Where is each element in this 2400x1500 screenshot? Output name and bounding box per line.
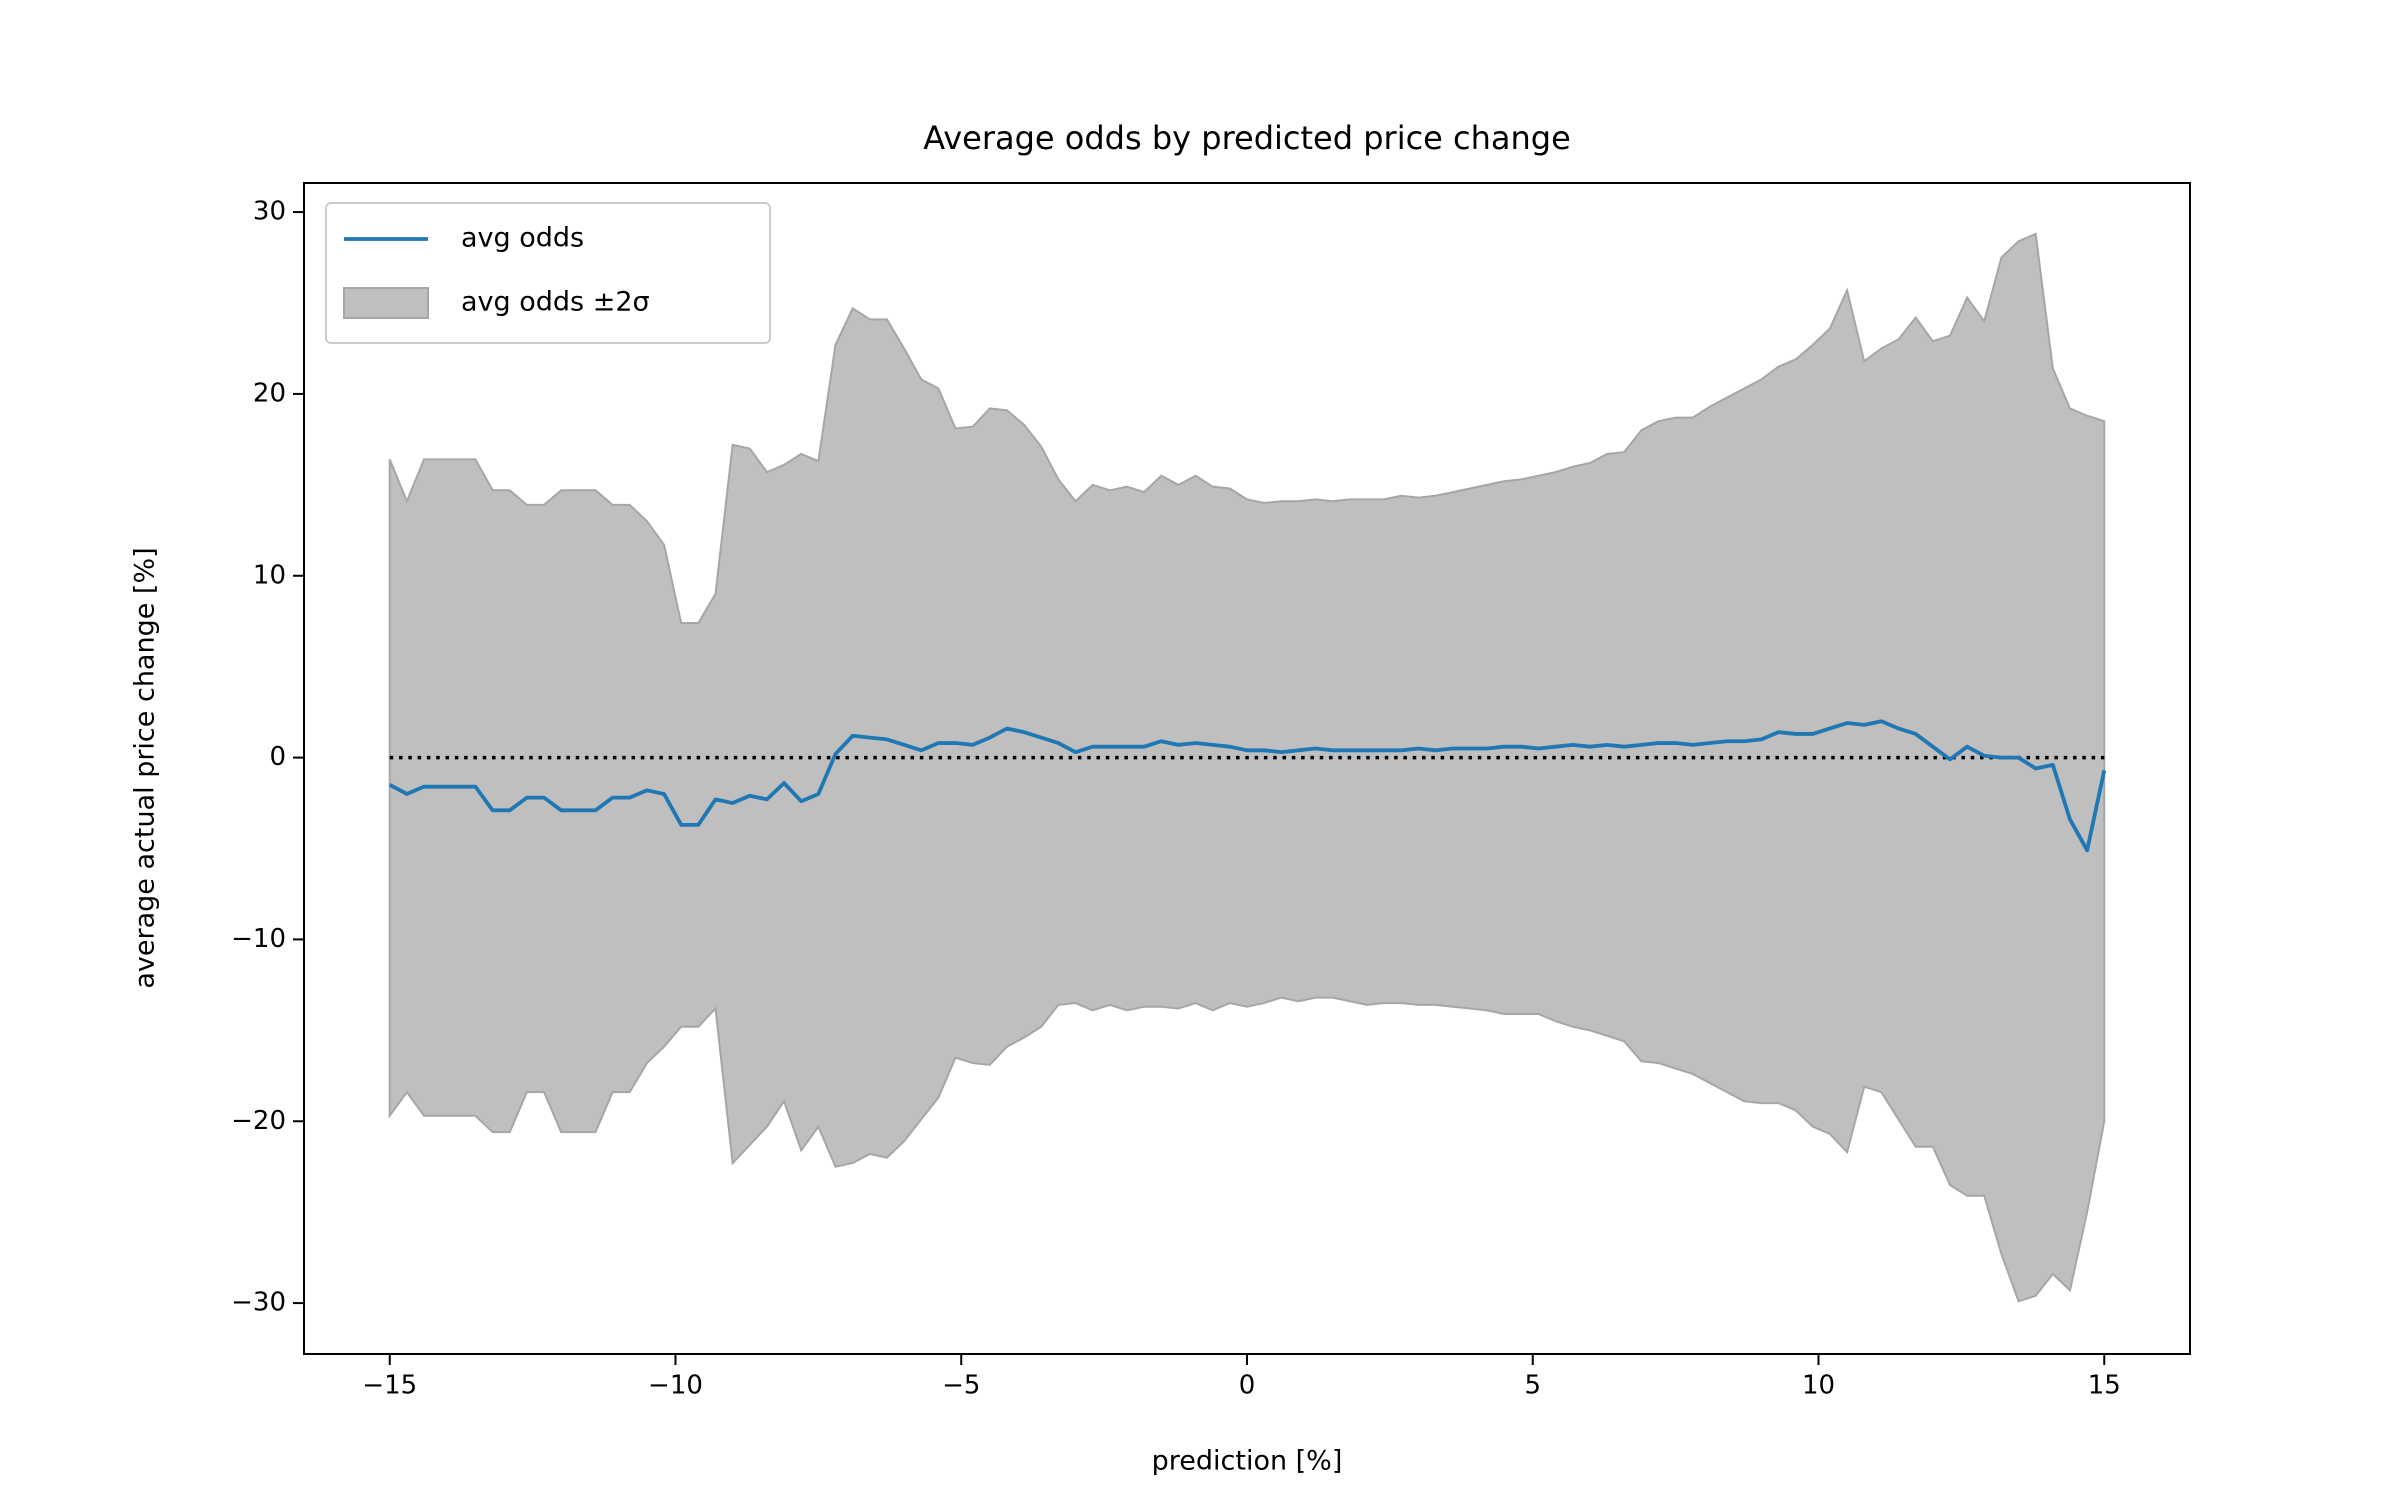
x-tick-label: 10: [1802, 1371, 1835, 1401]
y-tick-label: 30: [253, 197, 286, 227]
x-tick-label: −10: [648, 1371, 703, 1401]
x-tick-label: 5: [1524, 1371, 1541, 1401]
legend-patch: [343, 287, 429, 319]
x-tick-label: 15: [2088, 1371, 2121, 1401]
x-tick-label: 0: [1239, 1371, 1256, 1401]
x-axis-label: prediction [%]: [1152, 1446, 1343, 1477]
y-tick-label: 10: [253, 560, 286, 590]
band-area: [388, 232, 2106, 1303]
plot-area: −15 −10 −5 0 5 10 15 −30 −20 −10 0 10 20 30 avg odds av…: [231, 182, 2191, 1401]
x-tick-label: −15: [362, 1371, 417, 1401]
chart-title: Average odds by predicted price change: [923, 119, 1571, 157]
legend-label: avg odds: [461, 223, 584, 254]
y-tick-label: −10: [231, 924, 286, 954]
y-tick-label: −30: [231, 1288, 286, 1318]
y-tick-label: 20: [253, 378, 286, 408]
y-axis-label: average actual price change [%]: [130, 547, 161, 988]
x-tick-label: −5: [942, 1371, 980, 1401]
legend-label: avg odds ±2σ: [461, 287, 650, 318]
data-line: [388, 719, 2107, 853]
y-tick-label: 0: [269, 742, 286, 772]
legend-box: [325, 202, 771, 344]
y-tick-label: −20: [231, 1106, 286, 1136]
